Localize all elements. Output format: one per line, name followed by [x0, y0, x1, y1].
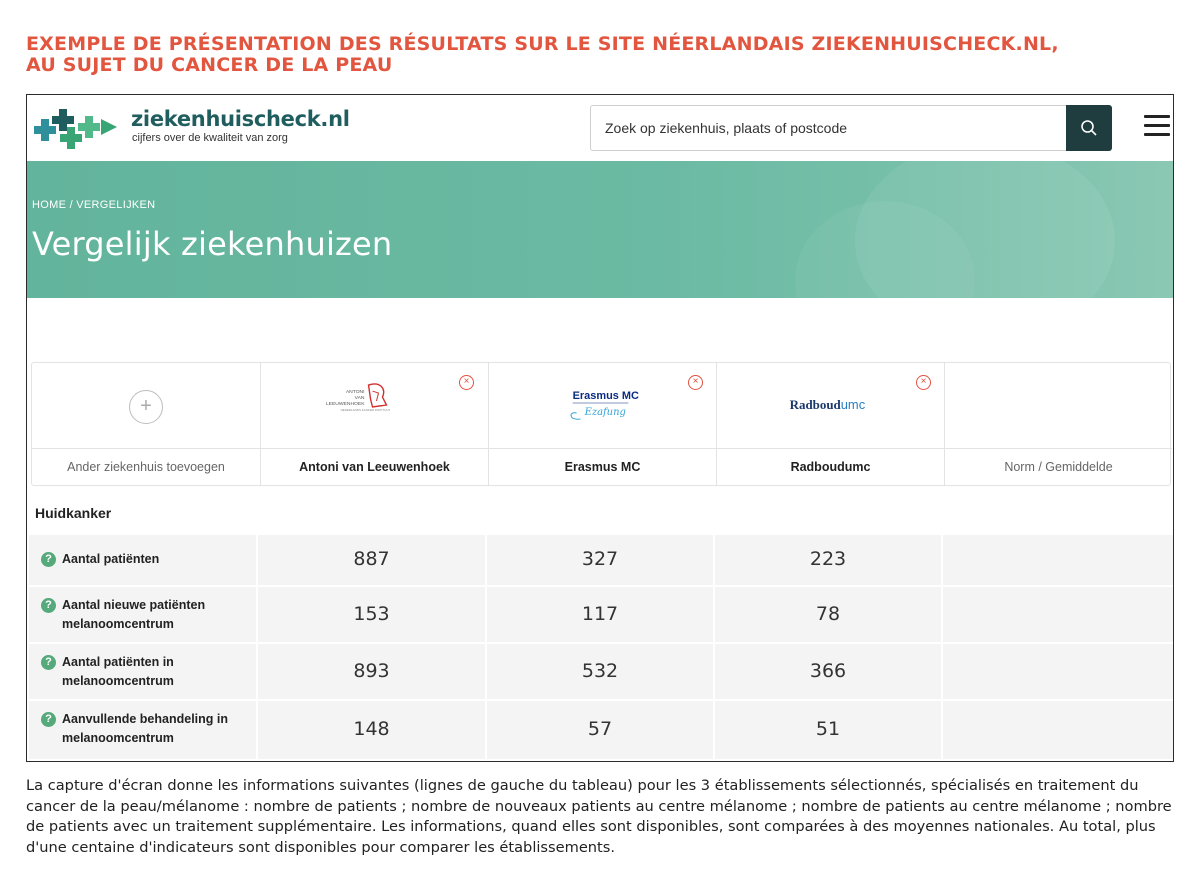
svg-text:Radboudumc: Radboudumc — [790, 397, 866, 412]
search-button[interactable] — [1066, 105, 1112, 151]
hospital-name[interactable]: Erasmus MC — [564, 460, 641, 474]
value-cell: 148 — [353, 718, 390, 740]
search-icon — [1081, 120, 1097, 136]
norm-label: Norm / Gemiddelde — [1004, 460, 1113, 474]
table-row: ? Aantal nieuwe patiënten melanoomcentru… — [29, 587, 1173, 642]
value-cell: 117 — [581, 603, 619, 625]
erasmus-logo-text: Erasmus MC — [573, 390, 639, 402]
erasmus-logo-script: Ezafung — [584, 407, 626, 418]
row-label: Aanvullende behandeling in melanoomcentr… — [62, 712, 228, 745]
logo-crosses-icon[interactable] — [31, 105, 123, 153]
table-row: ? Aantal patiënten 887 327 223 — [29, 535, 1173, 585]
remove-hospital-button[interactable]: × — [459, 375, 474, 390]
add-hospital-button[interactable]: + — [129, 390, 163, 424]
row-label: Aantal patiënten in melanoomcentrum — [62, 655, 174, 688]
row-label: Aantal nieuwe patiënten melanoomcentrum — [62, 598, 206, 631]
value-cell: 887 — [353, 548, 390, 570]
avl-logo: ANTONI VAN LEEUWENHOEK NEDERLANDS KANKER… — [326, 383, 391, 412]
avl-logo-line-2: VAN — [355, 395, 365, 401]
section-title: Huidkanker — [35, 505, 112, 521]
erasmus-mc-logo: Erasmus MC Ezafung — [570, 390, 639, 420]
help-icon[interactable]: ? — [41, 598, 56, 613]
screenshot-frame: ziekenhuischeck.nl cijfers over de kwali… — [26, 94, 1174, 762]
help-icon[interactable]: ? — [41, 655, 56, 670]
value-cell: 51 — [815, 718, 841, 740]
remove-hospital-button[interactable]: × — [916, 375, 931, 390]
radboud-logo-a: Radboud — [790, 397, 842, 412]
radboudumc-logo: Radboudumc — [790, 397, 866, 412]
table-row: ? Aanvullende behandeling in melanoomcen… — [29, 701, 1173, 759]
value-cell: 78 — [815, 603, 841, 625]
table-row: ? Aantal patiënten in melanoomcentrum 89… — [29, 644, 1173, 699]
hospital-column-radboud: × Radboudumc Radboudumc — [717, 363, 945, 485]
breadcrumb: HOME / VERGELIJKEN — [32, 199, 155, 211]
hamburger-menu-icon[interactable] — [1144, 115, 1170, 139]
row-label: Aantal patiënten — [62, 552, 160, 566]
hospital-name[interactable]: Radboudumc — [790, 460, 871, 474]
remove-hospital-button[interactable]: × — [688, 375, 703, 390]
document-title-line-2: AU SUJET DU CANCER DE LA PEAU — [26, 54, 393, 76]
page-banner: HOME / VERGELIJKEN Vergelijk ziekenhuize… — [27, 161, 1173, 298]
radboud-logo-b: umc — [841, 397, 866, 412]
avl-logo-line-3: LEEUWENHOEK — [326, 401, 365, 407]
banner-decoration — [855, 161, 1115, 298]
page-title: Vergelijk ziekenhuizen — [32, 225, 393, 263]
hospital-name[interactable]: Antoni van Leeuwenhoek — [299, 460, 450, 474]
breadcrumb-separator: / — [69, 199, 73, 211]
avl-logo-sub: NEDERLANDS KANKER INSTITUUT — [341, 408, 391, 412]
value-cell: 327 — [581, 548, 619, 570]
value-cell: 532 — [581, 660, 619, 682]
logo-tagline: cijfers over de kwaliteit van zorg — [132, 132, 288, 144]
document-title-line-1: EXEMPLE DE PRÉSENTATION DES RÉSULTATS SU… — [26, 33, 1059, 55]
value-cell: 223 — [809, 548, 847, 570]
logo-name[interactable]: ziekenhuischeck.nl — [131, 107, 350, 131]
value-cell: 893 — [353, 660, 390, 682]
hospital-column-avl: × ANTONI VAN LEEUWENHOEK NEDERLANDS KANK… — [261, 363, 489, 485]
site-header: ziekenhuischeck.nl cijfers over de kwali… — [27, 95, 1173, 161]
value-cell: 57 — [587, 718, 613, 740]
search-input[interactable] — [590, 105, 1067, 151]
help-icon[interactable]: ? — [41, 712, 56, 727]
breadcrumb-home[interactable]: HOME — [32, 199, 67, 211]
document-title: EXEMPLE DE PRÉSENTATION DES RÉSULTATS SU… — [26, 34, 1176, 76]
add-hospital-column: + Ander ziekenhuis toevoegen — [32, 363, 261, 485]
caption-text: La capture d'écran donne les information… — [26, 777, 1172, 856]
hospital-column-erasmus: × Erasmus MC Ezafung Erasmus MC — [489, 363, 717, 485]
add-hospital-label[interactable]: Ander ziekenhuis toevoegen — [67, 460, 225, 474]
value-cell: 153 — [353, 603, 390, 625]
avl-logo-line-1: ANTONI — [346, 389, 365, 395]
breadcrumb-current[interactable]: VERGELIJKEN — [76, 199, 156, 211]
value-cell: 366 — [809, 660, 847, 682]
compare-header-table: + Ander ziekenhuis toevoegen × ANTONI VA… — [31, 362, 1172, 486]
help-icon[interactable]: ? — [41, 552, 56, 567]
norm-column: Norm / Gemiddelde — [945, 363, 1172, 485]
